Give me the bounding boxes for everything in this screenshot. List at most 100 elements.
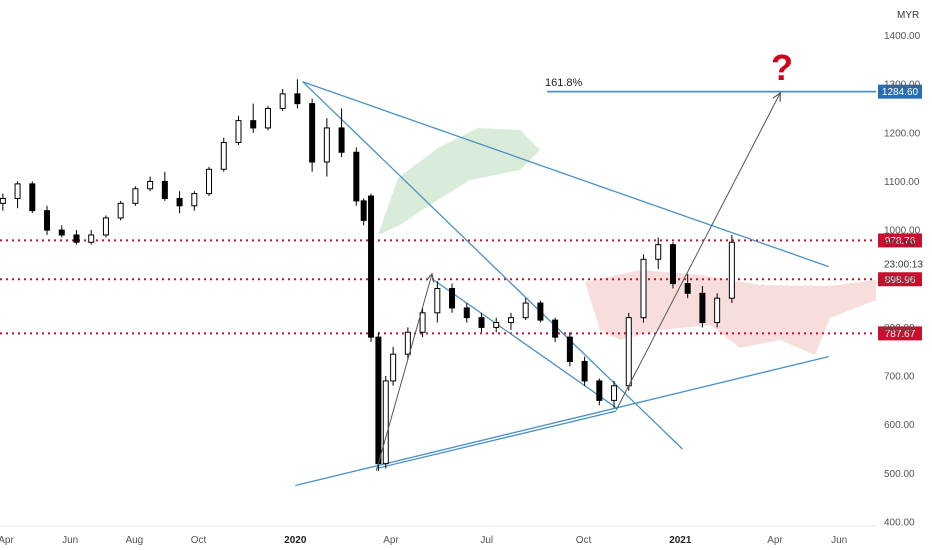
candle-up: [390, 353, 397, 382]
projection-arrow: [615, 93, 780, 411]
candle-up: [382, 380, 389, 465]
x-tick-label: Aug: [125, 535, 143, 546]
candle-down: [44, 210, 51, 231]
trendline-lower-support: [295, 355, 829, 487]
fib-extension-label: 161.8%: [545, 77, 583, 89]
candle-down: [699, 292, 706, 324]
price-readout: 973.99: [884, 238, 915, 249]
price-badge-label: 787.67: [885, 329, 916, 340]
candle-up: [102, 217, 109, 236]
candle-up: [0, 197, 6, 204]
candle-down: [537, 302, 544, 321]
x-tick-label: Apr: [767, 535, 783, 546]
candle-down: [309, 103, 316, 163]
candle-up: [88, 234, 95, 243]
candlestick-series: [0, 79, 735, 471]
candle-up: [235, 120, 242, 144]
candle-up: [117, 202, 124, 219]
candle-up: [714, 297, 721, 324]
candle-up: [419, 312, 426, 333]
trendline-wedge-top: [431, 278, 617, 409]
candle-up: [655, 244, 662, 260]
candle-up: [522, 302, 529, 319]
price-badge-label: 898.96: [885, 275, 916, 286]
cloud-red: [585, 270, 876, 355]
candle-up: [507, 317, 514, 324]
candle-up: [132, 188, 139, 204]
candle-down: [58, 229, 65, 236]
x-tick-label: 2020: [284, 535, 307, 546]
price-badge: [878, 272, 922, 287]
trendline-upper-channel: [302, 81, 829, 268]
time-axis[interactable]: Apr Jun Aug Oct 2020 Apr Jul Oct 2021 Apr Jun: [0, 525, 876, 546]
candle-up: [434, 287, 441, 314]
ichimoku-clouds: [378, 128, 876, 355]
candle-up: [264, 107, 271, 129]
x-tick-label: Jun: [62, 535, 78, 546]
candle-down: [294, 93, 301, 105]
trendlines: [295, 81, 829, 487]
price-badge: [878, 326, 922, 341]
candle-down: [161, 180, 168, 199]
candle-up: [323, 127, 330, 163]
y-tick-label: 900.00: [884, 274, 915, 285]
y-tick-label: 1200.00: [884, 128, 921, 139]
y-tick-label: 600.00: [884, 420, 915, 431]
price-badge: [878, 84, 922, 99]
candle-down: [353, 151, 360, 202]
projection-arrow: [375, 274, 432, 472]
y-tick-label: 400.00: [884, 518, 915, 529]
candle-down: [581, 360, 588, 382]
candle-down: [596, 380, 603, 401]
candle-up: [14, 183, 21, 199]
x-tick-label: Jun: [831, 535, 847, 546]
candle-down: [250, 120, 257, 129]
y-tick-label: 700.00: [884, 372, 915, 383]
candle-up: [625, 317, 632, 387]
candle-down: [360, 200, 367, 221]
x-tick-label: Jul: [480, 535, 493, 546]
price-readout: 23:00:13: [884, 260, 923, 271]
candle-up: [206, 168, 213, 195]
candle-up: [191, 193, 198, 207]
currency-label: MYR: [897, 10, 919, 21]
price-axis[interactable]: 400.00 500.00 600.00 700.00 800.00 900.00 1000…: [884, 31, 921, 529]
x-tick-label: Oct: [191, 535, 207, 546]
candle-up: [611, 385, 618, 401]
candle-up: [220, 142, 227, 170]
cloud-green: [378, 128, 540, 235]
y-tick-label: 1400.00: [884, 31, 921, 42]
candle-up: [147, 180, 154, 190]
projection-arrows: [375, 93, 780, 472]
x-tick-label: Apr: [383, 535, 399, 546]
price-badge-label: 1284.60: [882, 87, 919, 98]
y-tick-label: 1100.00: [884, 177, 920, 188]
candle-down: [176, 197, 183, 207]
x-tick-label: Oct: [576, 535, 592, 546]
candle-down: [29, 183, 36, 212]
x-tick-label: Apr: [0, 535, 14, 546]
candle-up: [728, 241, 735, 299]
price-badge-label: 978.76: [885, 236, 916, 247]
y-tick-label: 1000.00: [884, 226, 921, 237]
candle-up: [640, 258, 647, 319]
candle-down: [73, 234, 80, 243]
candle-down: [478, 317, 485, 328]
candle-down: [684, 283, 691, 294]
annotations: MYR 161.8% ?: [545, 10, 919, 89]
question-mark-annotation: ?: [771, 47, 793, 88]
candle-down: [669, 244, 676, 285]
y-tick-label: 500.00: [884, 469, 915, 480]
price-levels: 1284.60 978.76 898.96 787.67 973.99 23:00:13: [0, 84, 923, 341]
candle-up: [279, 93, 286, 109]
trendline-wedge-bottom: [376, 410, 617, 470]
candle-down: [552, 319, 559, 338]
candle-down: [338, 127, 345, 153]
candle-up: [404, 331, 411, 355]
candle-down: [449, 287, 456, 309]
candle-down: [375, 336, 382, 465]
trendline-steep-down: [302, 81, 683, 450]
candle-up: [493, 322, 500, 328]
price-badge: [878, 233, 922, 248]
